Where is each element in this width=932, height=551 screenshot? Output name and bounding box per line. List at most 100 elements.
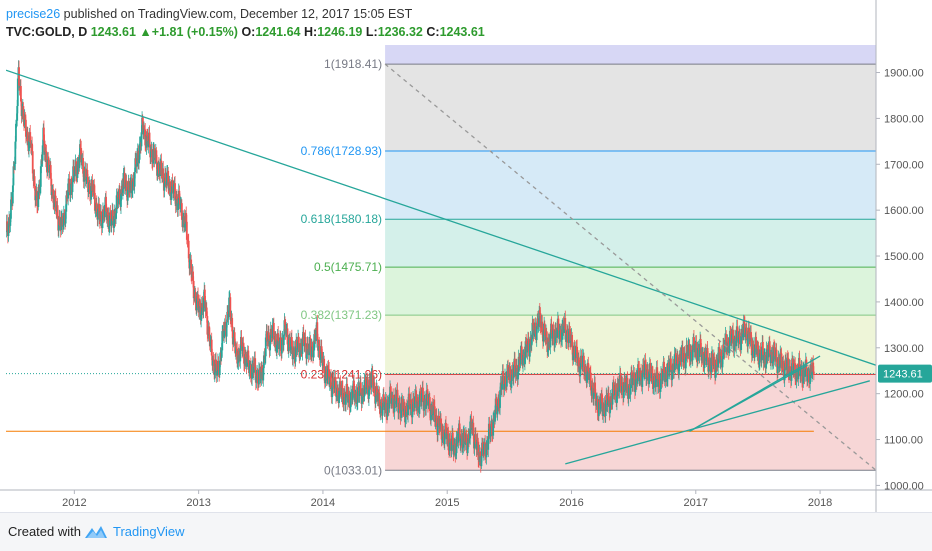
candle-body bbox=[802, 369, 805, 384]
candle-body bbox=[129, 181, 132, 193]
candle-body bbox=[760, 349, 763, 361]
candle-body bbox=[587, 362, 590, 372]
candle-body bbox=[146, 134, 148, 136]
candle-body bbox=[37, 191, 40, 207]
candle-body bbox=[299, 352, 301, 358]
candle-body bbox=[540, 327, 542, 329]
candle-body bbox=[319, 358, 322, 360]
candle-body bbox=[748, 327, 751, 339]
candle-body bbox=[655, 375, 657, 388]
candle-body bbox=[787, 358, 790, 375]
candle-body bbox=[95, 202, 98, 212]
candle-body bbox=[509, 367, 511, 374]
candle-body bbox=[643, 372, 646, 374]
candle-body bbox=[248, 365, 251, 374]
candle-body bbox=[435, 415, 438, 427]
candle-body bbox=[683, 353, 686, 360]
candle-body bbox=[701, 354, 703, 361]
candle-body bbox=[806, 375, 809, 382]
candle-body bbox=[156, 169, 159, 176]
candle-body bbox=[433, 401, 436, 407]
x-tick-label: 2012 bbox=[62, 497, 86, 509]
candle-body bbox=[328, 369, 331, 385]
candle-body bbox=[753, 345, 756, 358]
x-tick-label: 2016 bbox=[559, 497, 583, 509]
candle-body bbox=[138, 143, 141, 160]
candle-body bbox=[250, 378, 253, 380]
candle-body bbox=[12, 166, 15, 186]
candle-body bbox=[339, 381, 342, 391]
candle-body bbox=[423, 400, 426, 411]
tradingview-logo-icon[interactable] bbox=[83, 522, 109, 542]
candle-body bbox=[160, 160, 163, 175]
candle-body bbox=[545, 331, 548, 338]
candle-body bbox=[185, 221, 188, 240]
candle-body bbox=[742, 319, 745, 334]
candle-body bbox=[348, 393, 351, 408]
candle-body bbox=[765, 348, 768, 365]
candle-body bbox=[538, 310, 541, 314]
candle-body bbox=[121, 189, 124, 193]
candle-body bbox=[407, 400, 409, 416]
candle-body bbox=[54, 195, 57, 212]
candle-body bbox=[601, 402, 604, 416]
candle-body bbox=[778, 366, 781, 368]
price-chart[interactable]: 1(1918.41) 0.786(1728.93) 0.618(1580.18) 0.… bbox=[0, 0, 932, 512]
candle-body bbox=[87, 177, 89, 193]
candle-body bbox=[556, 327, 559, 338]
fib-zone bbox=[385, 64, 876, 152]
candle-body bbox=[365, 387, 368, 390]
price-badge-label: 1243.61 bbox=[883, 369, 923, 381]
candle-body bbox=[91, 180, 94, 192]
candle-body bbox=[424, 398, 427, 409]
candle-body bbox=[620, 382, 623, 392]
candle-body bbox=[534, 322, 537, 334]
price-badge bbox=[878, 364, 932, 383]
author-link[interactable]: precise26 bbox=[6, 7, 61, 21]
candle-body bbox=[156, 161, 158, 176]
candle-body bbox=[347, 393, 350, 403]
candle-body bbox=[494, 398, 497, 414]
candle-body bbox=[313, 334, 316, 351]
candle-body bbox=[555, 329, 557, 331]
candle-body bbox=[327, 365, 330, 370]
candle-body bbox=[553, 330, 555, 345]
candle-body bbox=[618, 378, 621, 392]
candle-body bbox=[589, 372, 592, 391]
candle-body bbox=[136, 153, 139, 167]
candle-body bbox=[126, 189, 129, 201]
tradingview-brand-link[interactable]: TradingView bbox=[113, 524, 185, 539]
fib-zone bbox=[385, 151, 876, 220]
candle-body bbox=[318, 346, 321, 360]
candle-body bbox=[473, 434, 475, 449]
candle-body bbox=[603, 403, 606, 414]
candle-body bbox=[652, 387, 655, 389]
candle-body bbox=[254, 358, 257, 370]
candle-body bbox=[465, 434, 468, 444]
candle-body bbox=[673, 354, 676, 371]
candle-body bbox=[519, 352, 522, 365]
candle-body bbox=[658, 379, 661, 392]
candle-body bbox=[140, 132, 143, 147]
symbol-label[interactable]: TVC:GOLD, D bbox=[6, 25, 88, 39]
candle-body bbox=[301, 339, 304, 354]
candle-body bbox=[714, 370, 717, 378]
candle-body bbox=[316, 322, 319, 340]
created-with-text: Created with bbox=[8, 524, 81, 539]
candle-body bbox=[550, 323, 553, 334]
candle-body bbox=[580, 355, 583, 364]
candle-body bbox=[797, 369, 800, 380]
candle-body bbox=[354, 394, 357, 402]
candle-body bbox=[356, 387, 359, 403]
candle-body bbox=[56, 205, 59, 216]
candle-body bbox=[269, 341, 272, 351]
candle-body bbox=[355, 391, 358, 404]
candle-body bbox=[427, 393, 429, 406]
candle-body bbox=[774, 356, 777, 360]
candle-body bbox=[377, 392, 380, 394]
up-triangle-icon: ▲ bbox=[139, 25, 152, 39]
candle-body bbox=[108, 226, 111, 229]
candle-body bbox=[345, 393, 347, 405]
candle-body bbox=[547, 337, 550, 350]
